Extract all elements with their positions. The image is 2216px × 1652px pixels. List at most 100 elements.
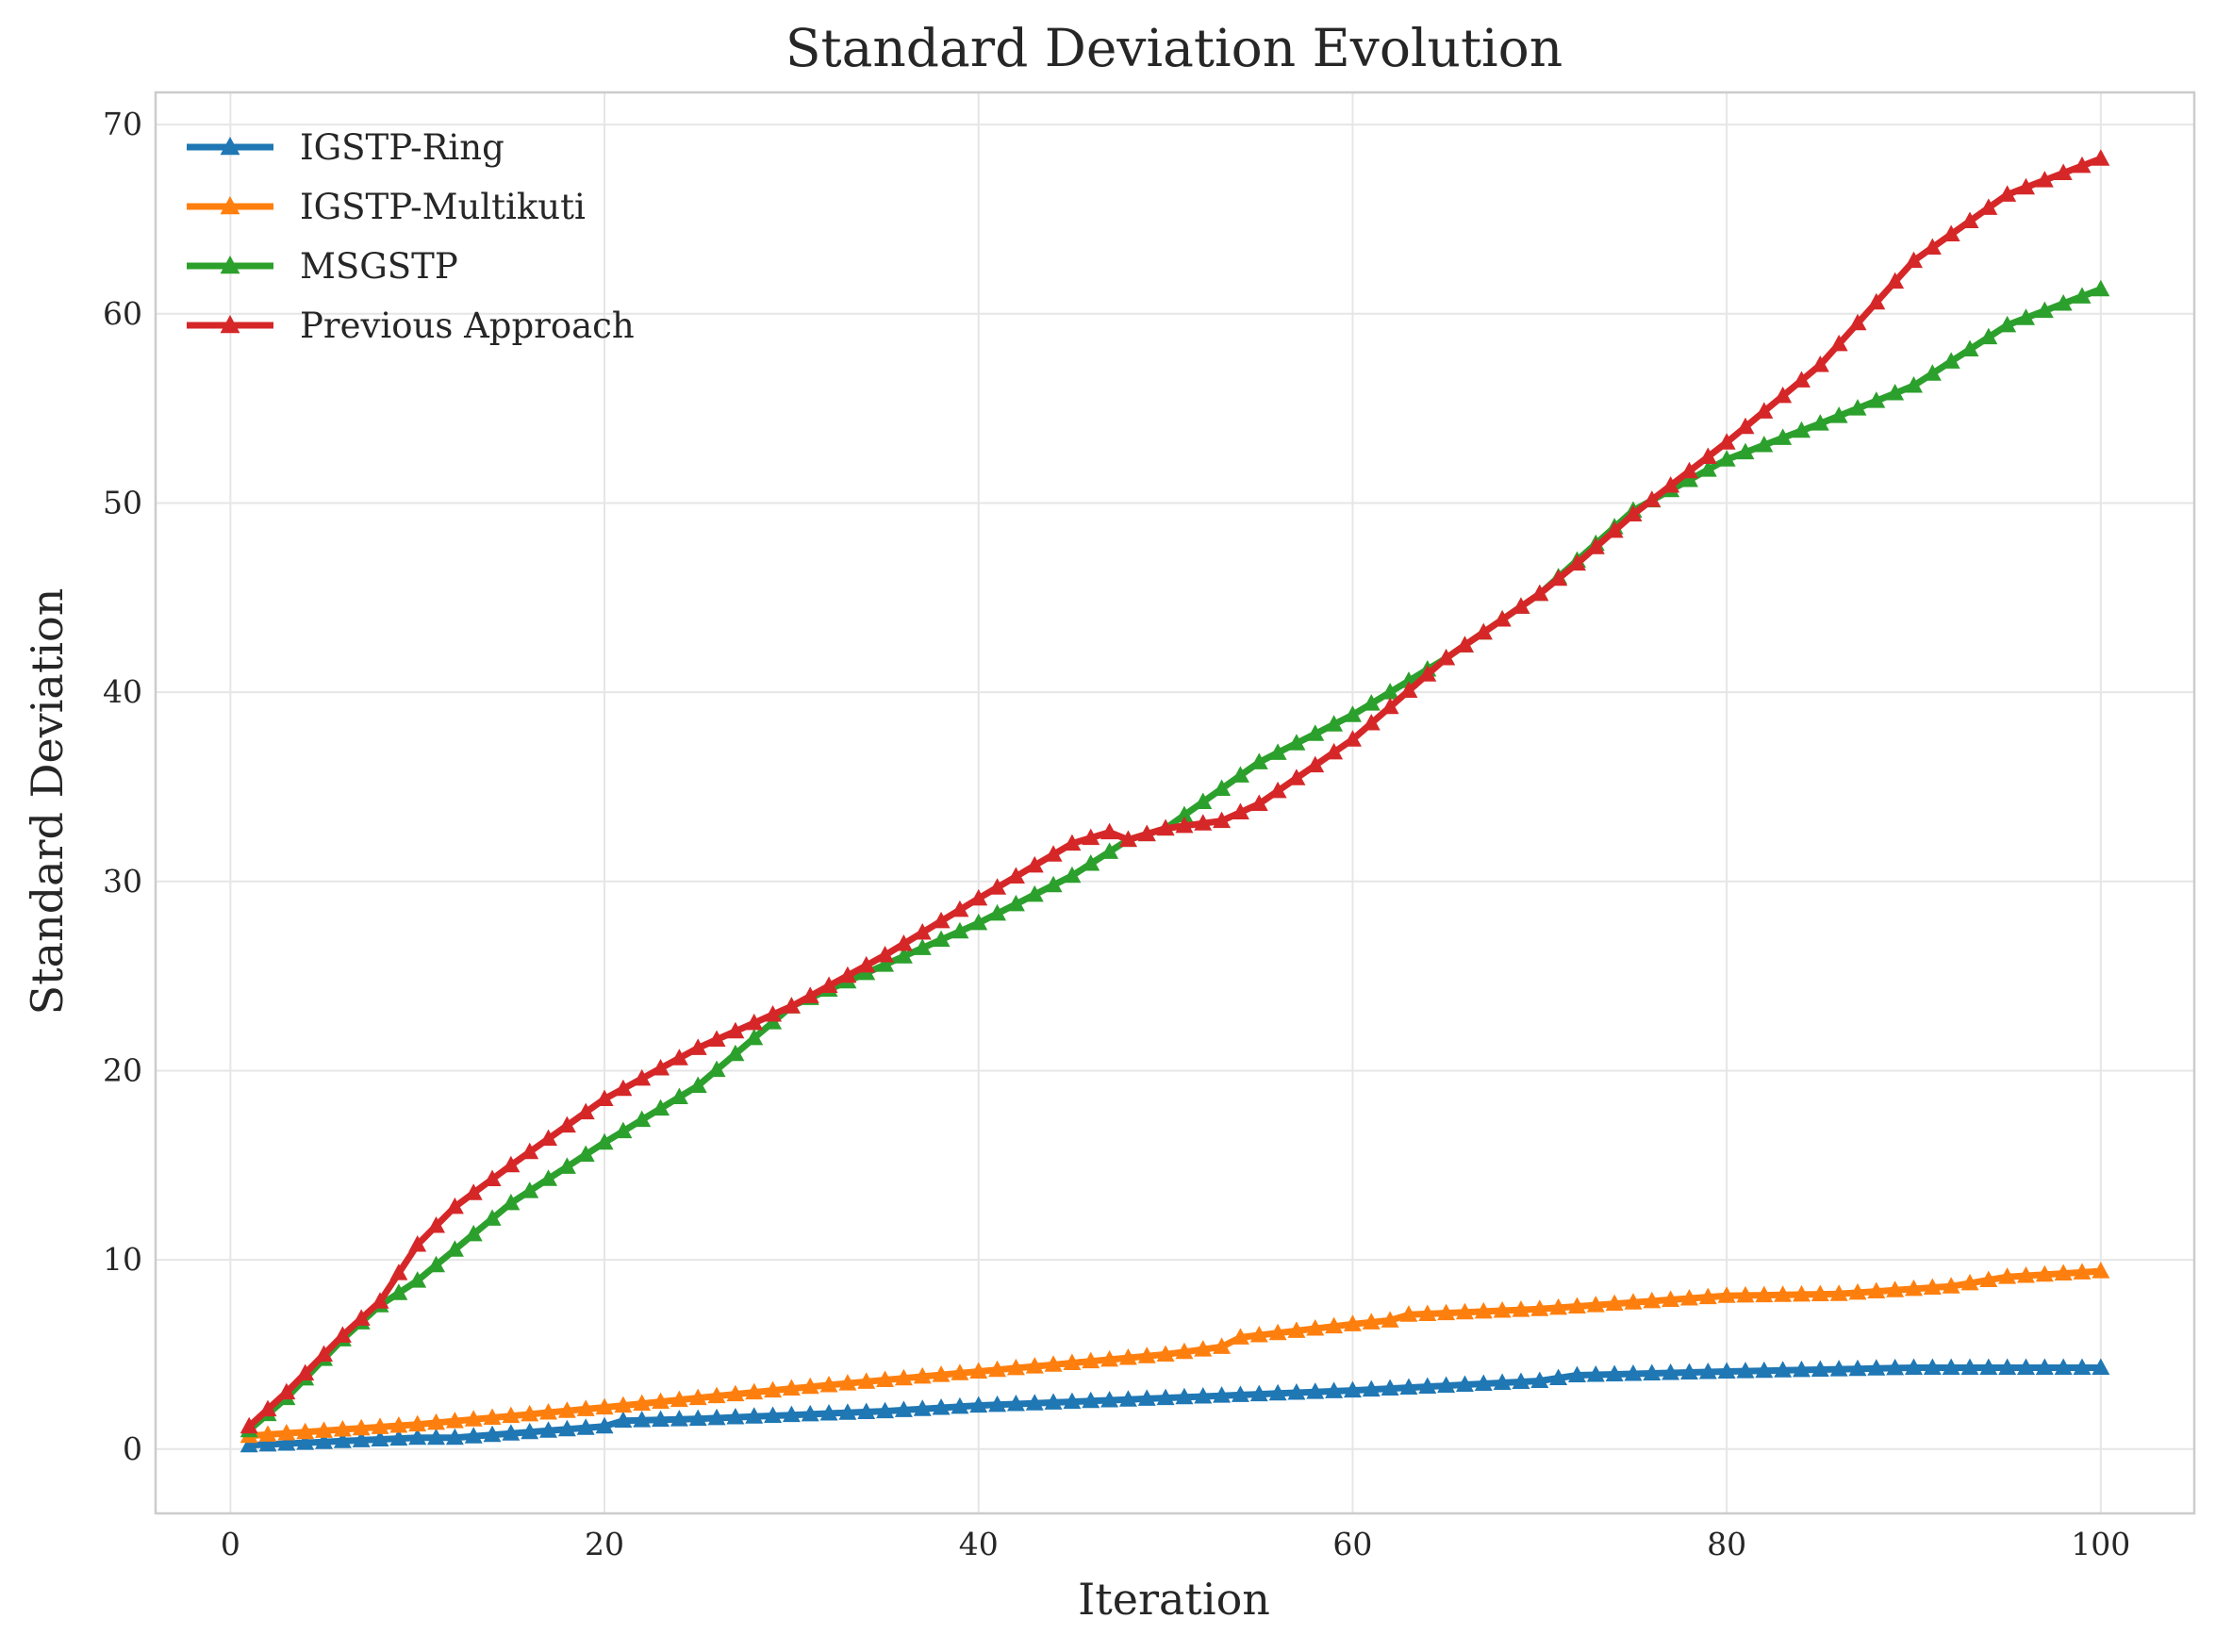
data-point <box>296 1422 315 1440</box>
data-point <box>1100 1349 1119 1367</box>
data-point <box>913 1366 932 1384</box>
data-point <box>1268 1383 1287 1401</box>
x-tick-label: 0 <box>221 1526 240 1562</box>
y-tick-label: 70 <box>103 106 142 142</box>
data-point <box>726 1384 745 1402</box>
data-point <box>2016 177 2035 195</box>
data-point <box>670 1390 688 1408</box>
data-point <box>1082 828 1100 846</box>
data-point <box>857 1372 876 1389</box>
data-point <box>1811 1360 1829 1377</box>
data-point <box>1512 1372 1530 1390</box>
data-point <box>1942 352 1960 369</box>
y-tick-label: 40 <box>103 673 142 710</box>
data-point <box>932 930 951 948</box>
data-point <box>670 1049 688 1066</box>
data-point <box>277 1424 296 1441</box>
data-point <box>1249 1326 1268 1343</box>
data-point <box>1774 428 1793 445</box>
data-point <box>988 903 1007 921</box>
data-point <box>2073 287 2092 304</box>
data-point <box>464 1427 483 1444</box>
data-point <box>633 1110 652 1128</box>
data-point <box>894 1400 913 1417</box>
data-point <box>1437 1303 1456 1321</box>
data-point <box>1979 327 1998 345</box>
data-point <box>1755 436 1774 453</box>
data-point <box>1811 1284 1829 1302</box>
data-point <box>1437 1376 1456 1394</box>
data-point <box>913 922 932 940</box>
data-point <box>539 1403 558 1420</box>
data-point <box>333 1420 352 1437</box>
data-point <box>1100 842 1119 859</box>
x-axis-title: Iteration <box>1078 1574 1270 1625</box>
series-igstp-ring <box>240 1358 2110 1453</box>
data-point <box>801 1404 819 1422</box>
data-point <box>1213 779 1232 796</box>
data-point <box>932 1365 951 1382</box>
data-point <box>782 1379 801 1396</box>
data-point <box>1418 1304 1437 1321</box>
data-point <box>1044 845 1063 862</box>
data-point <box>2035 301 2054 319</box>
data-point <box>576 1145 595 1163</box>
data-point <box>819 976 838 994</box>
data-point <box>371 1429 389 1447</box>
legend-item: IGSTP-Multikuti <box>187 187 586 227</box>
data-point <box>315 1345 334 1362</box>
data-point <box>1867 292 1886 310</box>
data-point <box>1774 1285 1793 1302</box>
data-point <box>1717 1286 1736 1303</box>
data-point <box>988 878 1007 895</box>
data-point <box>1829 406 1848 423</box>
data-point <box>1268 781 1287 799</box>
data-point <box>1923 1278 1942 1296</box>
data-point <box>1605 1294 1624 1312</box>
data-point <box>857 1402 876 1419</box>
data-point <box>969 1362 988 1379</box>
data-point <box>408 1271 427 1288</box>
data-point <box>1175 805 1194 823</box>
data-point <box>1381 1379 1399 1396</box>
data-point <box>1848 313 1867 331</box>
x-tick-label: 80 <box>1707 1526 1746 1562</box>
data-point <box>1904 376 1923 393</box>
data-point <box>913 1399 932 1416</box>
data-point <box>1287 1382 1306 1400</box>
data-point <box>876 1370 895 1388</box>
data-point <box>633 1394 652 1412</box>
data-point <box>894 947 913 964</box>
data-point <box>1755 1361 1774 1379</box>
data-point <box>838 966 857 983</box>
data-point <box>2016 308 2035 325</box>
data-point <box>951 1363 969 1380</box>
data-point <box>1455 1302 1474 1320</box>
data-point <box>1549 1368 1568 1386</box>
data-point <box>1493 1373 1512 1391</box>
data-point <box>1736 442 1755 460</box>
data-point <box>1118 1348 1137 1365</box>
data-point <box>277 1433 296 1451</box>
data-point <box>389 1283 408 1300</box>
data-point <box>521 1404 539 1422</box>
data-point <box>1512 1300 1530 1317</box>
data-point <box>633 1411 652 1428</box>
data-point <box>1755 1285 1774 1303</box>
data-point <box>1474 622 1493 640</box>
data-point <box>1643 1363 1662 1381</box>
y-tick-label: 20 <box>103 1051 142 1088</box>
data-point <box>1287 768 1306 785</box>
data-point <box>483 1425 502 1443</box>
data-point <box>1923 364 1942 381</box>
data-point <box>1923 1358 1942 1375</box>
data-point <box>1736 1285 1755 1303</box>
data-point <box>782 1405 801 1423</box>
data-point <box>1998 1358 2017 1375</box>
x-tick-label: 40 <box>959 1526 999 1562</box>
data-point <box>258 1434 277 1452</box>
legend-item: IGSTP-Ring <box>187 127 504 168</box>
data-point <box>240 1435 258 1453</box>
data-point <box>1624 1293 1643 1310</box>
data-point <box>1194 814 1213 831</box>
